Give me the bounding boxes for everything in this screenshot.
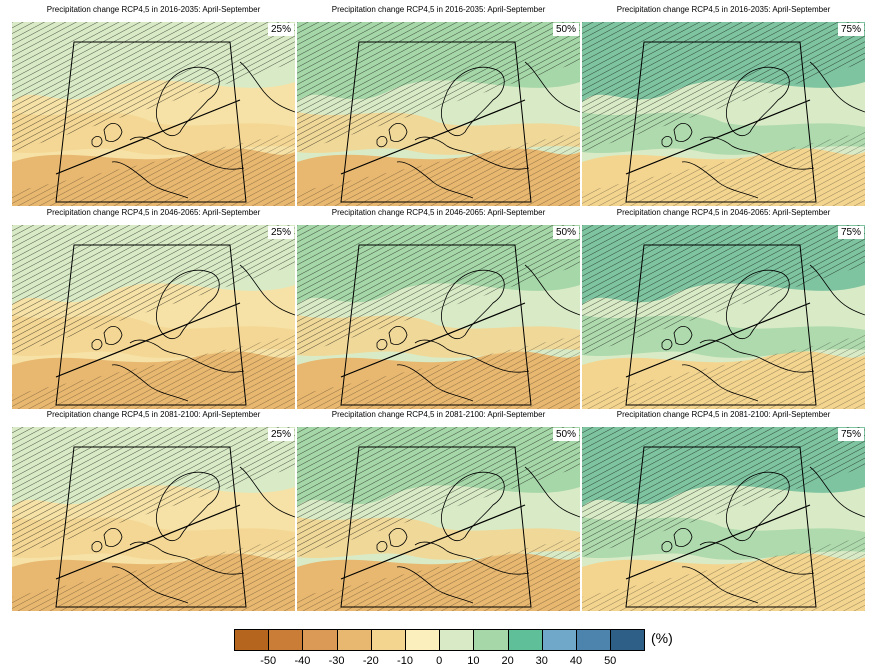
legend-color-box [610, 629, 646, 651]
precipitation-map [582, 427, 865, 611]
legend-tick-label: 30 [535, 655, 548, 667]
map-panel: Precipitation change RCP4,5 in 2081-2100… [297, 410, 580, 611]
panel-title: Precipitation change RCP4,5 in 2016-2035… [331, 5, 546, 14]
legend-tick-label: 40 [569, 655, 583, 667]
legend-tick-label: 20 [501, 655, 514, 667]
legend-units: (%) [651, 630, 673, 646]
precipitation-map [582, 225, 865, 409]
legend-color-box [405, 629, 441, 651]
legend-tick-label: 0 [436, 655, 443, 667]
percentile-label: 75% [837, 428, 864, 441]
map-panel: Precipitation change RCP4,5 in 2081-2100… [12, 410, 295, 611]
percentile-label: 25% [267, 428, 294, 441]
legend-color-box [268, 629, 304, 651]
legend-tick-label: -50 [260, 655, 277, 667]
panel-title: Precipitation change RCP4,5 in 2016-2035… [46, 5, 261, 14]
map-panel: Precipitation change RCP4,5 in 2046-2065… [582, 208, 865, 409]
precipitation-map [12, 427, 295, 611]
panel-title: Precipitation change RCP4,5 in 2046-2065… [46, 208, 261, 217]
legend-color-box [234, 629, 270, 651]
percentile-label: 75% [837, 23, 864, 36]
panel-title: Precipitation change RCP4,5 in 2046-2065… [616, 208, 831, 217]
map-panel: Precipitation change RCP4,5 in 2016-2035… [12, 5, 295, 206]
legend-color-box [541, 629, 577, 651]
map-panel: Precipitation change RCP4,5 in 2081-2100… [582, 410, 865, 611]
legend-color-box [473, 629, 509, 651]
panel-title: Precipitation change RCP4,5 in 2046-2065… [331, 208, 546, 217]
panel-title: Precipitation change RCP4,5 in 2081-2100… [331, 410, 546, 419]
precipitation-map [297, 22, 580, 206]
map-panel: Precipitation change RCP4,5 in 2016-2035… [297, 5, 580, 206]
percentile-label: 25% [267, 23, 294, 36]
legend-color-box [370, 629, 406, 651]
legend-tick-label: -10 [397, 655, 413, 667]
map-panel: Precipitation change RCP4,5 in 2046-2065… [12, 208, 295, 409]
panel-title: Precipitation change RCP4,5 in 2081-2100… [46, 410, 261, 419]
percentile-label: 50% [552, 23, 579, 36]
precipitation-map [12, 225, 295, 409]
percentile-label: 25% [267, 226, 294, 239]
panel-title: Precipitation change RCP4,5 in 2081-2100… [616, 410, 831, 419]
precipitation-map [12, 22, 295, 206]
precipitation-map [297, 427, 580, 611]
legend-tick-label: -30 [328, 655, 345, 667]
legend-color-box [439, 629, 475, 651]
percentile-label: 50% [552, 428, 579, 441]
legend-color-box [302, 629, 338, 651]
legend-color-box [576, 629, 612, 651]
legend-tick-label: 50 [604, 655, 617, 667]
legend-tick-label: -40 [294, 655, 311, 667]
precipitation-map [582, 22, 865, 206]
panel-title: Precipitation change RCP4,5 in 2016-2035… [616, 5, 831, 14]
legend-tick-label: -20 [362, 655, 379, 667]
precipitation-map [297, 225, 580, 409]
percentile-label: 50% [552, 226, 579, 239]
legend-tick-label: 10 [467, 655, 480, 667]
map-panel: Precipitation change RCP4,5 in 2046-2065… [297, 208, 580, 409]
legend-color-box [336, 629, 372, 651]
percentile-label: 75% [837, 226, 864, 239]
legend-color-box [507, 629, 543, 651]
map-panel: Precipitation change RCP4,5 in 2016-2035… [582, 5, 865, 206]
